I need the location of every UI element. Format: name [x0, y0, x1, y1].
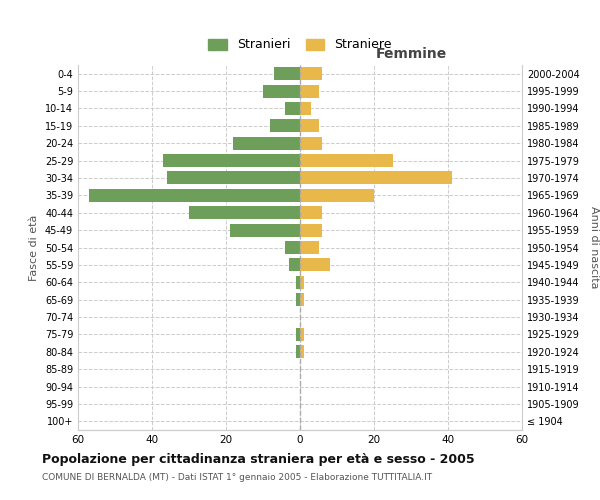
- Bar: [271, 120, 300, 132]
- Bar: [300, 258, 329, 272]
- Bar: [300, 136, 322, 149]
- Bar: [300, 241, 319, 254]
- Bar: [300, 84, 319, 98]
- Bar: [285, 102, 300, 115]
- Bar: [167, 172, 300, 184]
- Bar: [163, 154, 300, 167]
- Text: Femmine: Femmine: [376, 48, 446, 62]
- Text: COMUNE DI BERNALDA (MT) - Dati ISTAT 1° gennaio 2005 - Elaborazione TUTTITALIA.I: COMUNE DI BERNALDA (MT) - Dati ISTAT 1° …: [42, 472, 432, 482]
- Bar: [296, 346, 300, 358]
- Y-axis label: Anni di nascita: Anni di nascita: [589, 206, 599, 289]
- Bar: [300, 206, 322, 220]
- Bar: [296, 293, 300, 306]
- Bar: [296, 328, 300, 341]
- Bar: [300, 328, 304, 341]
- Bar: [230, 224, 300, 236]
- Bar: [189, 206, 300, 220]
- Bar: [300, 224, 322, 236]
- Bar: [300, 346, 304, 358]
- Bar: [233, 136, 300, 149]
- Text: Popolazione per cittadinanza straniera per età e sesso - 2005: Popolazione per cittadinanza straniera p…: [42, 452, 475, 466]
- Bar: [300, 67, 322, 80]
- Bar: [300, 120, 319, 132]
- Bar: [263, 84, 300, 98]
- Bar: [300, 293, 304, 306]
- Legend: Stranieri, Straniere: Stranieri, Straniere: [205, 34, 395, 55]
- Bar: [300, 102, 311, 115]
- Bar: [289, 258, 300, 272]
- Bar: [285, 241, 300, 254]
- Bar: [300, 172, 452, 184]
- Bar: [296, 276, 300, 289]
- Y-axis label: Fasce di età: Fasce di età: [29, 214, 39, 280]
- Bar: [300, 276, 304, 289]
- Bar: [89, 189, 300, 202]
- Bar: [274, 67, 300, 80]
- Bar: [300, 189, 374, 202]
- Bar: [300, 154, 392, 167]
